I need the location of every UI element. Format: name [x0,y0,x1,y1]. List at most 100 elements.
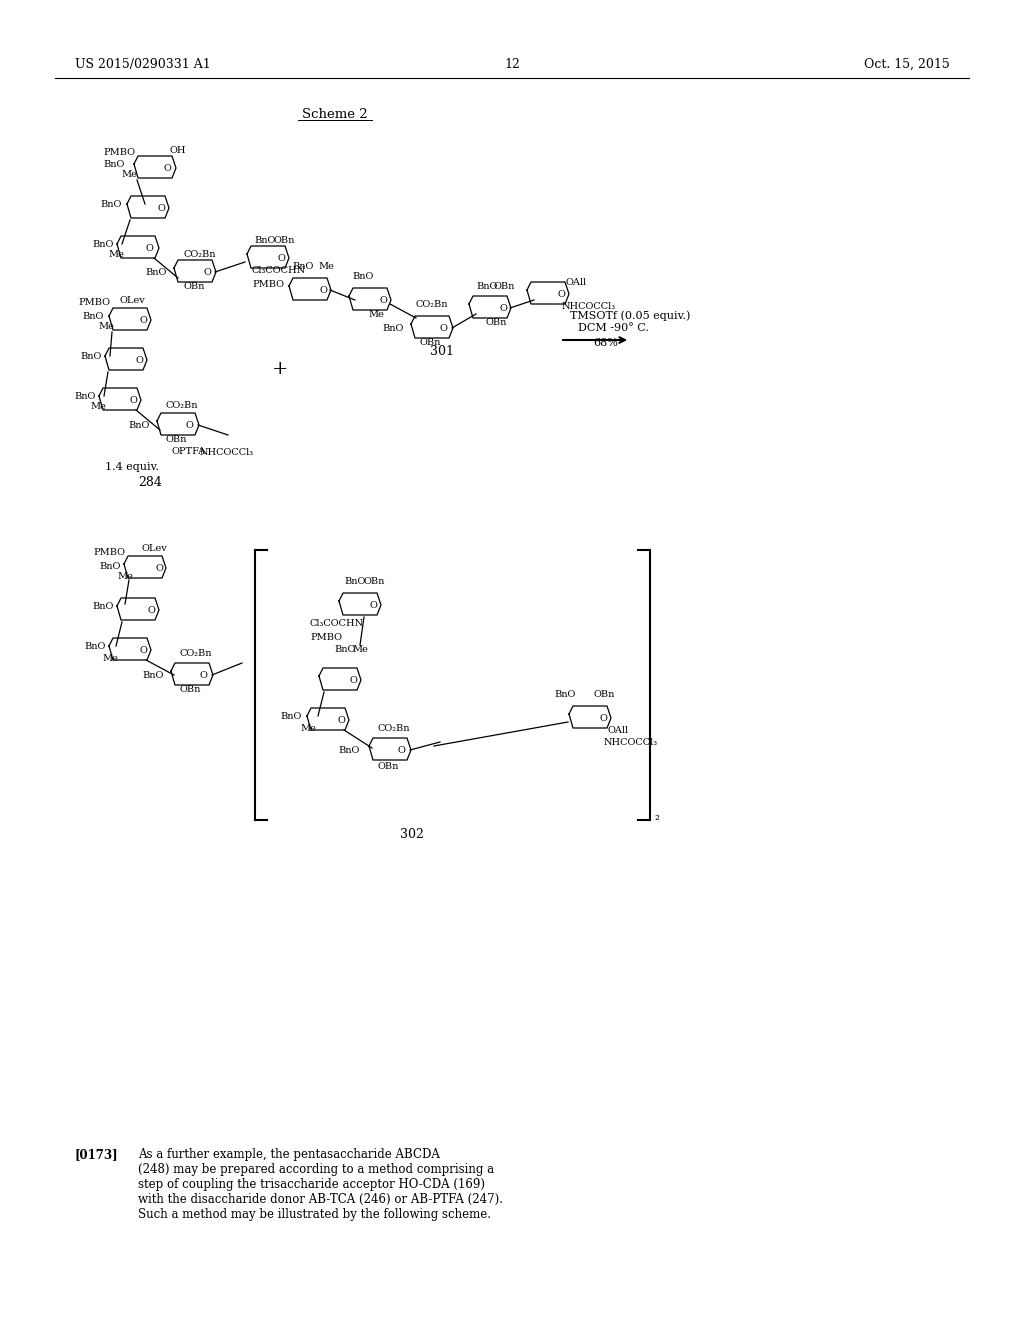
Text: O: O [380,296,388,305]
Text: 284: 284 [138,477,162,488]
Text: [0173]: [0173] [75,1148,119,1162]
Text: BnO: BnO [74,392,95,401]
Text: BnO: BnO [80,352,101,360]
Text: BnO: BnO [128,421,150,430]
Text: 1.4 equiv.: 1.4 equiv. [105,462,159,473]
Text: OH: OH [169,147,185,154]
Text: CO₂Bn: CO₂Bn [183,249,215,259]
Text: (248) may be prepared according to a method comprising a: (248) may be prepared according to a met… [138,1163,495,1176]
Text: O: O [440,323,447,333]
Text: O: O [158,205,166,213]
Text: OBn: OBn [494,282,515,290]
Text: BnO: BnO [99,562,121,572]
Text: 68%: 68% [593,338,617,348]
Text: BnO: BnO [338,746,359,755]
Text: Me: Me [368,310,384,319]
Text: OBn: OBn [274,236,295,246]
Text: BnO: BnO [292,261,313,271]
Text: OPTFA: OPTFA [172,447,206,455]
Text: step of coupling the trisaccharide acceptor HO-CDA (169): step of coupling the trisaccharide accep… [138,1177,485,1191]
Text: PMBO: PMBO [252,280,284,289]
Text: Me: Me [352,645,368,653]
Text: O: O [350,676,357,685]
Text: OBn: OBn [378,762,399,771]
Text: BnO: BnO [280,711,301,721]
Text: OBn: OBn [486,318,507,327]
Text: CO₂Bn: CO₂Bn [416,300,449,309]
Text: Me: Me [318,261,334,271]
Text: NHCOCCl₃: NHCOCCl₃ [200,447,254,457]
Text: DCM -90° C.: DCM -90° C. [578,323,649,333]
Text: As a further example, the pentasaccharide ABCDA: As a further example, the pentasaccharid… [138,1148,440,1162]
Text: BnO: BnO [334,645,355,653]
Text: Me: Me [90,403,105,411]
Text: PMBO: PMBO [78,298,110,308]
Text: OBn: OBn [183,282,205,290]
Text: BnO: BnO [92,602,114,611]
Text: BnO: BnO [382,323,403,333]
Text: O: O [558,290,566,300]
Text: PMBO: PMBO [103,148,135,157]
Text: Me: Me [117,572,133,581]
Text: NHCOCCl₃: NHCOCCl₃ [604,738,658,747]
Text: BnO: BnO [82,312,103,321]
Text: BnO: BnO [254,236,275,246]
Text: BnO: BnO [100,201,122,209]
Text: OAll: OAll [566,279,587,286]
Text: CO₂Bn: CO₂Bn [166,401,199,411]
Text: O: O [140,315,147,325]
Text: O: O [200,671,208,680]
Text: CO₂Bn: CO₂Bn [180,649,213,657]
Text: O: O [398,746,406,755]
Text: BnO: BnO [352,272,374,281]
Text: O: O [140,645,147,655]
Text: BnO: BnO [84,642,105,651]
Text: with the disaccharide donor AB-TCA (246) or AB-PTFA (247).: with the disaccharide donor AB-TCA (246)… [138,1193,503,1206]
Text: BnO: BnO [554,690,575,700]
Text: CO₂Bn: CO₂Bn [378,723,411,733]
Text: O: O [155,564,163,573]
Text: O: O [203,268,211,277]
Text: OAll: OAll [608,726,629,735]
Text: BnO: BnO [476,282,498,290]
Text: BnO: BnO [142,671,164,680]
Text: OBn: OBn [180,685,202,694]
Text: BnO: BnO [145,268,166,277]
Text: 12: 12 [504,58,520,71]
Text: O: O [370,601,378,610]
Text: O: O [278,253,286,263]
Text: O: O [319,286,328,294]
Text: BnO: BnO [344,577,366,586]
Text: OBn: OBn [420,338,441,347]
Text: O: O [338,715,346,725]
Text: O: O [146,244,154,253]
Text: OBn: OBn [166,436,187,444]
Text: OBn: OBn [594,690,615,700]
Text: 302: 302 [400,828,424,841]
Text: Oct. 15, 2015: Oct. 15, 2015 [864,58,950,71]
Text: Me: Me [98,322,114,331]
Text: Cl₃COCHN: Cl₃COCHN [252,267,306,275]
Text: O: O [186,421,194,430]
Text: ₂: ₂ [654,810,659,822]
Text: O: O [130,396,138,405]
Text: O: O [600,714,608,723]
Text: 301: 301 [430,345,454,358]
Text: BnO: BnO [103,160,124,169]
Text: Me: Me [108,249,124,259]
Text: PMBO: PMBO [93,548,125,557]
Text: NHCOCCl₃: NHCOCCl₃ [562,302,616,312]
Text: Me: Me [102,653,118,663]
Text: US 2015/0290331 A1: US 2015/0290331 A1 [75,58,211,71]
Text: Such a method may be illustrated by the following scheme.: Such a method may be illustrated by the … [138,1208,490,1221]
Text: O: O [500,304,508,313]
Text: Me: Me [300,723,315,733]
Text: TMSOTf (0.05 equiv.): TMSOTf (0.05 equiv.) [570,310,690,321]
Text: PMBO: PMBO [310,634,342,642]
Text: Scheme 2: Scheme 2 [302,108,368,121]
Text: O: O [148,606,156,615]
Text: Cl₃COCHN: Cl₃COCHN [310,619,365,628]
Text: +: + [271,360,288,378]
Text: O: O [163,164,171,173]
Text: OLev: OLev [141,544,167,553]
